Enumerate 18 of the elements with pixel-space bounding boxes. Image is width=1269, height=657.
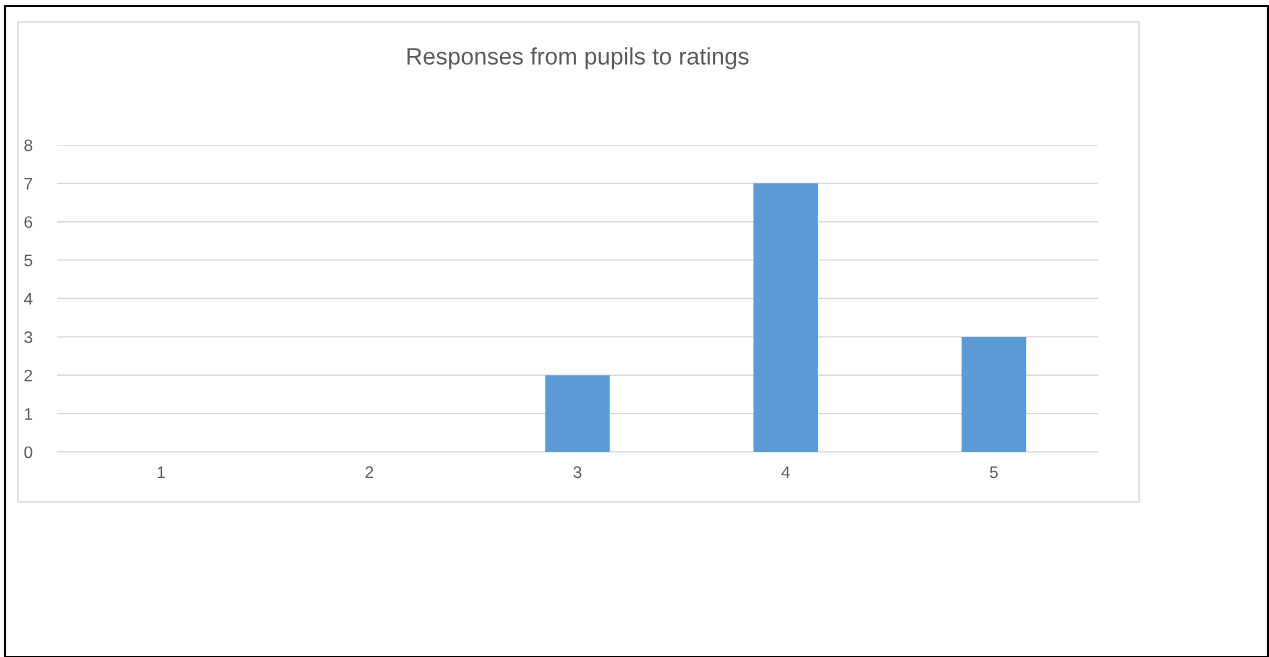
bar — [961, 336, 1027, 452]
bar — [545, 375, 610, 452]
y-tick-label: 5 — [24, 254, 33, 267]
y-tick-label: 6 — [24, 216, 33, 228]
y-tick-label: 1 — [24, 408, 33, 420]
y-tick-label: 3 — [24, 331, 33, 344]
x-tick-label: 1 — [157, 466, 165, 478]
chart-title: Responses from pupils to ratings — [407, 47, 749, 70]
y-tick-label: 4 — [24, 293, 33, 305]
x-tick-label: 5 — [989, 466, 998, 479]
x-tick-label: 3 — [573, 466, 582, 479]
x-tick-label: 4 — [781, 466, 790, 478]
bar — [753, 183, 818, 452]
y-tick-label: 7 — [24, 177, 33, 190]
y-tick-label: 8 — [24, 139, 33, 152]
y-tick-label: 2 — [24, 369, 33, 382]
x-tick-label: 2 — [365, 466, 374, 478]
y-tick-label: 0 — [24, 446, 33, 459]
